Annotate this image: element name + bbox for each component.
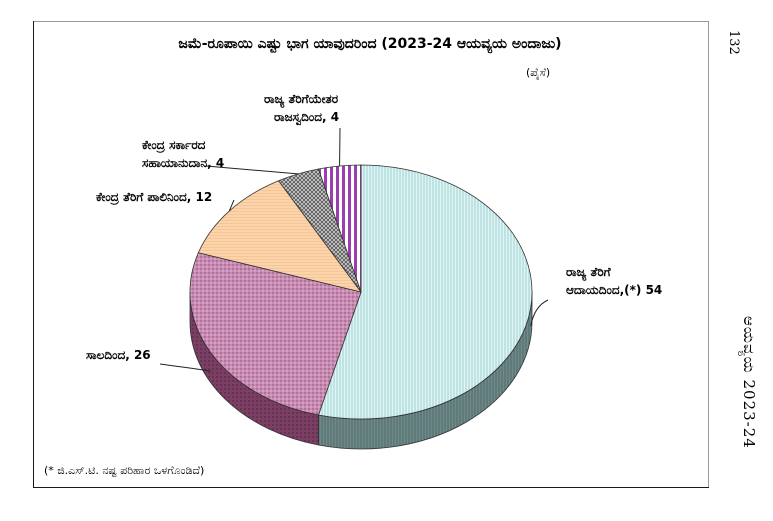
label-state-tax-value: 54 [645, 283, 663, 297]
label-state-tax-line1: ರಾಜ್ಯ ತೆರಿಗೆ [566, 265, 611, 279]
pie-slice-non-tax-revenue [317, 164, 362, 293]
label-loans-value: 26 [133, 348, 151, 362]
unit-label: (ಪೈಸೆ) [526, 66, 551, 79]
label-central-grants-line2: ಸಹಾಯಾನುದಾನ, [142, 156, 212, 170]
label-loans-text: ಸಾಲದಿಂದ, [86, 348, 130, 362]
label-central-grants: ಕೇಂದ್ರ ಸರ್ಕಾರದ ಸಹಾಯಾನುದಾನ, 4 [142, 136, 224, 172]
pie-leader-lines [159, 127, 549, 372]
leader-line-central-tax-share [228, 199, 235, 212]
chart-title: ಜಮೆ-ರೂಪಾಯಿ ಎಷ್ಟು ಭಾಗ ಯಾವುದರಿಂದ (2023-24 … [178, 36, 562, 52]
leader-line-loans [159, 363, 212, 372]
pie-slice-central-tax-share [197, 180, 362, 293]
label-central-tax-share: ಕೇಂದ್ರ ತೆರಿಗೆ ಪಾಲಿನಿಂದ, 12 [96, 188, 212, 206]
label-non-tax-revenue-value: 4 [330, 110, 340, 124]
chart-frame [33, 21, 709, 488]
footnote: (* ಜಿ.ಎಸ್.ಟಿ. ನಷ್ಟ ಪರಿಹಾರ ಒಳಗೊಂಡಿದೆ) [44, 464, 205, 477]
label-central-tax-share-text: ಕೇಂದ್ರ ತೆರಿಗೆ ಪಾಲಿನಿಂದ, [96, 190, 192, 204]
label-non-tax-revenue: ರಾಜ್ಯ ತೆರಿಗೆಯೇತರ ರಾಜಸ್ವದಿಂದ, 4 [264, 90, 339, 126]
label-central-grants-line1: ಕೇಂದ್ರ ಸರ್ಕಾರದ [142, 138, 206, 152]
leader-line-state-tax [530, 299, 549, 327]
pie-slice-state-tax [317, 164, 533, 420]
side-title: ಆಯವ್ಯಯ 2023-24 [740, 316, 758, 449]
label-central-tax-share-value: 12 [195, 190, 213, 204]
label-non-tax-revenue-line1: ರಾಜ್ಯ ತೆರಿಗೆಯೇತರ [264, 92, 339, 106]
label-central-grants-value: 4 [215, 156, 225, 170]
label-state-tax-line2: ಆದಾಯದಿಂದ,(*) [566, 283, 642, 297]
pie-slice-loans [189, 252, 362, 416]
pie-top [189, 164, 533, 420]
label-non-tax-revenue-line2: ರಾಜಸ್ವದಿಂದ, [274, 110, 327, 124]
label-state-tax: ರಾಜ್ಯ ತೆರಿಗೆ ಆದಾಯದಿಂದ,(*) 54 [566, 263, 662, 299]
leader-line-central-grants [205, 165, 299, 175]
page-number: 132 [726, 30, 741, 55]
frame-right-border [708, 21, 709, 488]
label-loans: ಸಾಲದಿಂದ, 26 [86, 346, 151, 364]
frame-top-border [33, 21, 709, 22]
